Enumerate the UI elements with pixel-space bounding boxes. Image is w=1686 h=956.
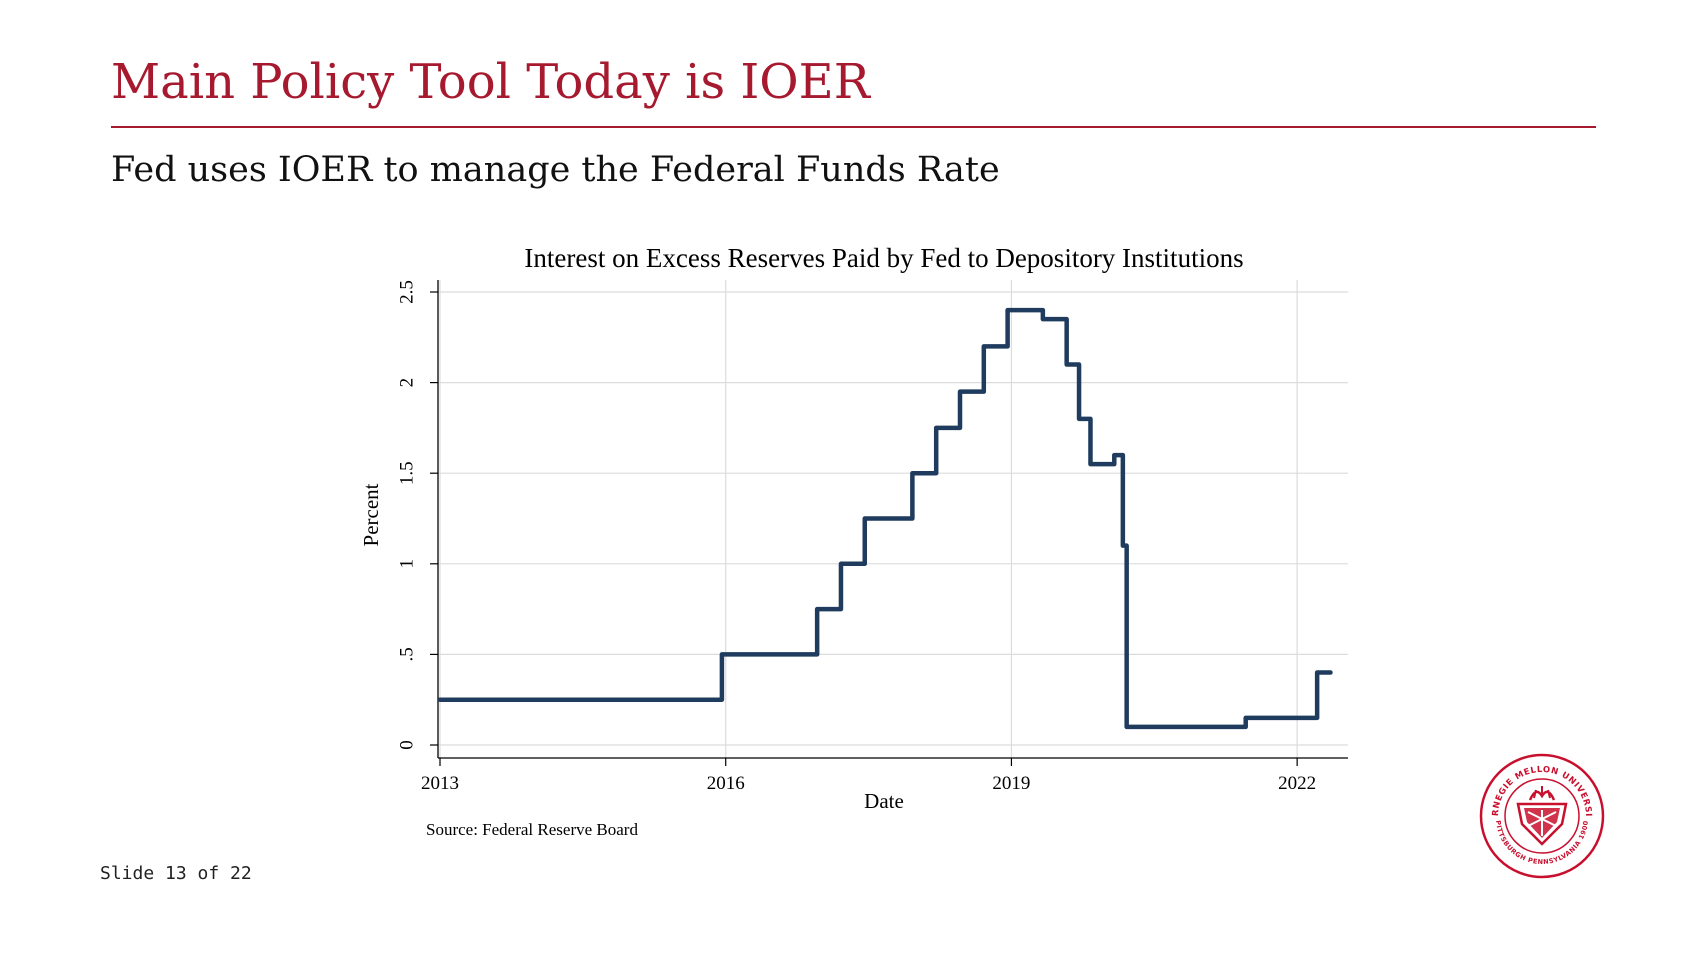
chart-series	[437, 307, 1333, 730]
title-rule	[111, 126, 1596, 128]
x-tick-label: 2016	[707, 773, 745, 794]
x-axis-title: Date	[864, 789, 904, 813]
chart-ticks: 0 .5 1 1.5 2 2.5 2013 2016 2019 2022	[396, 280, 1316, 794]
svg-text:CARNEGIE MELLON UNIVERSITY: CARNEGIE MELLON UNIVERSITY	[1478, 752, 1593, 817]
university-seal-logo: CARNEGIE MELLON UNIVERSITY PITTSBURGH PE…	[1478, 752, 1605, 879]
chart-title: Interest on Excess Reserves Paid by Fed …	[524, 243, 1243, 273]
source-note: Source: Federal Reserve Board	[426, 820, 638, 839]
y-tick-label: 1.5	[396, 461, 417, 485]
x-tick-label: 2013	[421, 773, 459, 794]
chart-axes	[437, 280, 1348, 759]
y-tick-label: 1	[396, 559, 417, 569]
slide-subtitle: Fed uses IOER to manage the Federal Fund…	[111, 150, 1000, 190]
x-tick-label: 2022	[1278, 773, 1316, 794]
y-tick-label: .5	[396, 647, 417, 661]
y-tick-label: 0	[396, 740, 417, 750]
chart-grid	[438, 280, 1348, 758]
y-tick-label: 2	[396, 378, 417, 388]
ioer-series-line	[437, 307, 1333, 730]
x-tick-label: 2019	[992, 773, 1030, 794]
y-axis-title: Percent	[359, 483, 383, 546]
slide-title: Main Policy Tool Today is IOER	[111, 54, 870, 110]
slide-counter: Slide 13 of 22	[100, 863, 252, 884]
y-tick-label: 2.5	[396, 280, 417, 304]
